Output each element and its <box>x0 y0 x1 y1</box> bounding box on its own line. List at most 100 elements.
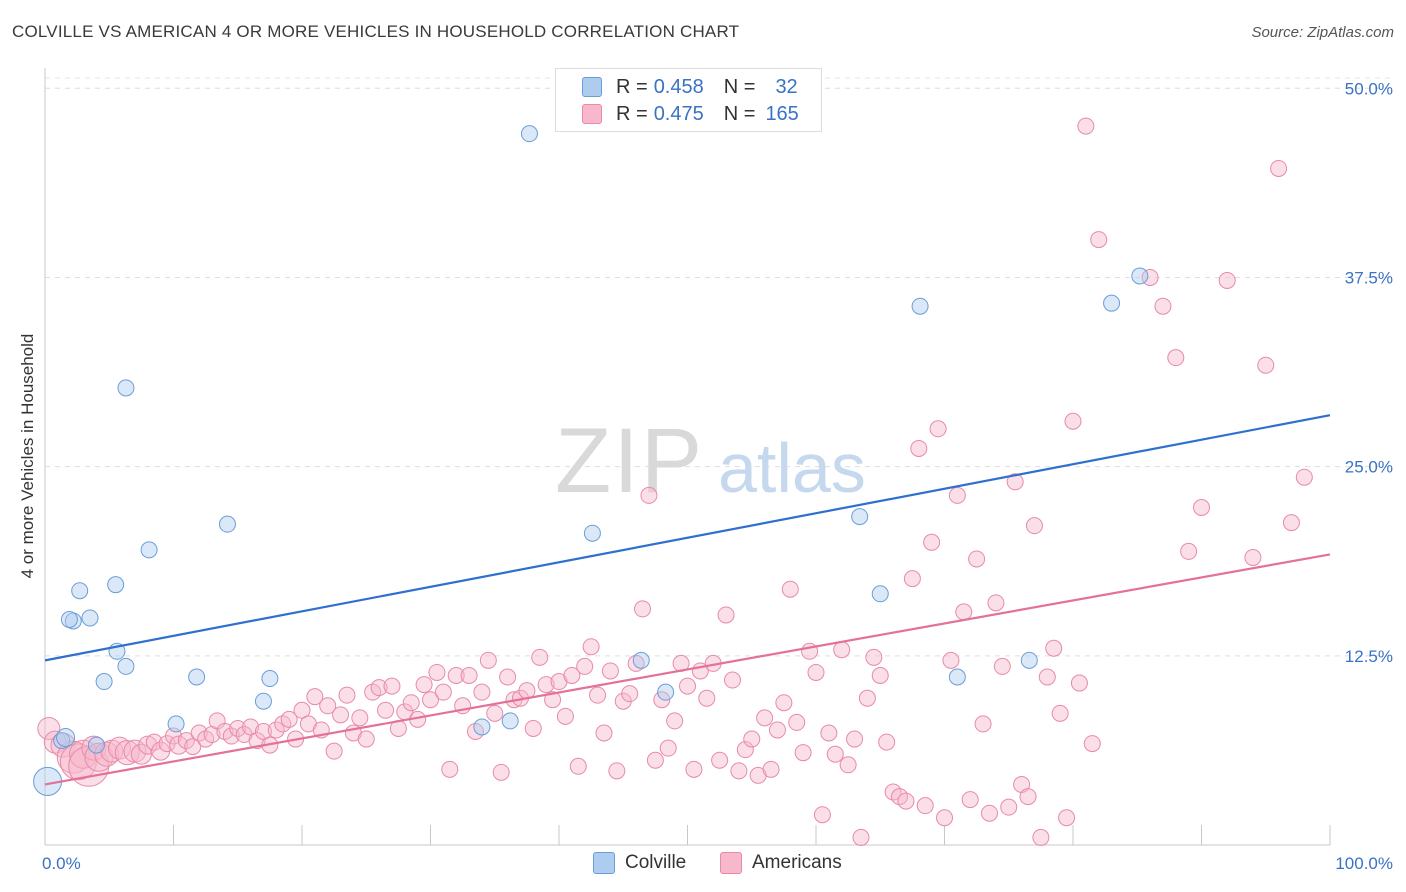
chart-title: COLVILLE VS AMERICAN 4 OR MORE VEHICLES … <box>12 22 740 41</box>
americans-point <box>698 689 716 707</box>
americans-point <box>492 763 510 781</box>
americans-point <box>589 686 607 704</box>
americans-point <box>1000 798 1018 816</box>
colville-point <box>140 541 158 559</box>
americans-point <box>1167 349 1185 367</box>
americans-swatch <box>582 104 602 124</box>
americans-point <box>711 751 729 769</box>
americans-point <box>968 550 986 568</box>
americans-point <box>169 735 189 755</box>
americans-point <box>1270 159 1288 177</box>
source-label: Source: ZipAtlas.com <box>1251 24 1394 41</box>
x-tick-label: 100.0% <box>1335 854 1393 873</box>
americans-point <box>595 724 613 742</box>
americans-point <box>447 666 465 684</box>
colville-point <box>53 732 71 750</box>
americans-point <box>1083 735 1101 753</box>
americans-point <box>646 751 664 769</box>
americans-point <box>833 641 851 659</box>
americans-point <box>1006 473 1024 491</box>
americans-point <box>756 709 774 727</box>
legend-r-value: 0.475 <box>653 102 704 125</box>
americans-point <box>627 654 645 672</box>
americans-point <box>402 694 420 712</box>
americans-point <box>94 741 120 767</box>
legend-row-americans: R = 0.475 N = 165 <box>582 101 799 127</box>
colville-point <box>871 585 889 603</box>
americans-point <box>582 638 600 656</box>
americans-point <box>1282 514 1300 532</box>
americans-trend-line <box>44 553 1331 786</box>
americans-point <box>576 657 594 675</box>
americans-point <box>980 804 998 822</box>
colville-point <box>851 508 869 526</box>
legend-n-label: N = <box>723 102 756 125</box>
colville-point <box>911 297 929 315</box>
americans-point <box>807 663 825 681</box>
americans-point <box>679 677 696 695</box>
americans-point <box>775 694 793 712</box>
americans-point <box>332 706 350 724</box>
americans-point <box>254 722 272 740</box>
americans-point <box>415 676 433 694</box>
colville-point <box>60 610 78 628</box>
colville-point <box>107 576 125 594</box>
colville-point <box>71 582 89 600</box>
americans-point <box>1038 668 1056 686</box>
colville-point <box>81 609 99 627</box>
americans-point <box>499 668 517 686</box>
americans-point <box>659 739 677 757</box>
americans-point <box>1180 542 1198 560</box>
colville-point <box>95 673 113 691</box>
americans-point <box>473 683 491 701</box>
americans-point <box>743 730 761 748</box>
americans-point <box>293 701 311 719</box>
colville-point <box>261 670 279 688</box>
americans-point <box>184 738 202 756</box>
americans-legend-swatch <box>720 852 742 874</box>
colville-point <box>473 718 491 736</box>
y-tick-label: 25.0% <box>1345 458 1393 477</box>
colville-point <box>1131 267 1149 285</box>
americans-point <box>370 679 388 697</box>
trend-lines <box>44 414 1331 786</box>
americans-point <box>422 691 439 709</box>
americans-point <box>871 666 889 684</box>
americans-point <box>839 756 857 774</box>
americans-point <box>1058 809 1076 827</box>
americans-point <box>923 533 941 551</box>
y-tick-label: 37.5% <box>1345 268 1393 287</box>
americans-point <box>1257 356 1275 374</box>
colville-point <box>167 715 185 733</box>
colville-point <box>218 515 236 533</box>
americans-point <box>383 677 401 695</box>
americans-point <box>865 648 883 666</box>
americans-point <box>351 709 369 727</box>
americans-point <box>974 715 992 733</box>
stats-legend: R = 0.458 N = 32 R = 0.475 N = 165 <box>555 68 822 132</box>
americans-point <box>826 745 844 763</box>
legend-n-value: 32 <box>775 75 798 98</box>
americans-point <box>486 704 504 722</box>
americans-point <box>306 688 324 706</box>
colville-point <box>188 668 206 686</box>
tick-labels: 12.5% 25.0% 37.5% 50.0% 0.0% 100.0% <box>42 79 1393 873</box>
americans-point <box>813 806 831 824</box>
americans-point <box>1064 412 1082 430</box>
gridlines <box>45 77 1393 657</box>
y-tick-label: 50.0% <box>1345 79 1393 98</box>
americans-point <box>794 744 812 762</box>
americans-point <box>81 735 107 761</box>
americans-point <box>1295 468 1313 486</box>
americans-point <box>1070 674 1088 692</box>
americans-point <box>556 707 574 725</box>
americans-point <box>338 686 356 704</box>
americans-point <box>634 600 652 618</box>
americans-point <box>685 760 703 778</box>
americans-point <box>736 741 754 759</box>
americans-point <box>730 762 748 780</box>
colville-point <box>117 379 135 397</box>
americans-point <box>460 666 478 684</box>
americans-point <box>428 663 446 681</box>
americans-point <box>916 797 934 815</box>
